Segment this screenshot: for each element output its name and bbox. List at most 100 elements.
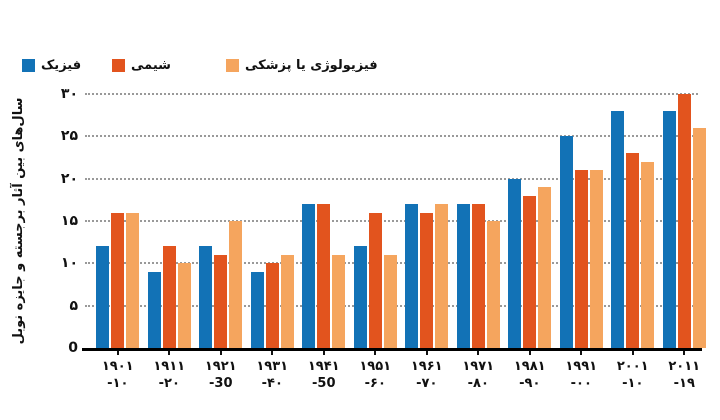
bar — [265, 263, 279, 348]
legend-item: شیمی — [112, 57, 171, 73]
y-tick-label: ۲۰ — [60, 171, 78, 187]
bar — [641, 162, 655, 348]
y-tick-label: ۲۵ — [60, 128, 78, 144]
x-tick-label: ۱۹۲۱ -30 — [195, 351, 247, 393]
x-tick-label-year: ۱۹۱۱ — [153, 359, 186, 374]
bar — [589, 170, 603, 348]
bar — [435, 204, 449, 348]
bar — [302, 204, 316, 348]
x-tick-label-decade: -۷۰ — [416, 376, 438, 391]
bar — [317, 204, 331, 348]
x-tick-label-decade: -۱۰ — [107, 376, 129, 391]
gridline — [85, 93, 698, 95]
legend-swatch-3 — [226, 58, 239, 72]
x-tick-label: ۱۹۶۱ -۷۰ — [401, 351, 453, 393]
x-tick-mark — [425, 351, 428, 355]
legend-swatch-1 — [22, 58, 35, 72]
bar-group — [659, 94, 711, 348]
bar — [538, 187, 552, 348]
y-tick-label: ۱۰ — [60, 255, 78, 271]
bar-group — [92, 94, 144, 348]
x-tick-label-year: ۱۹۸۱ — [513, 359, 546, 374]
x-tick-label: ۱۹۷۱ -۸۰ — [453, 351, 505, 393]
bar — [353, 246, 367, 348]
bar — [692, 128, 706, 348]
x-tick-mark — [631, 351, 634, 355]
x-tick-label: ۲۰۱۱ -۱۹ — [659, 351, 711, 393]
x-tick-label-decade: -50 — [312, 376, 336, 391]
x-tick-label: ۱۹۹۱ -۰۰ — [556, 351, 608, 393]
bar-group — [607, 94, 659, 348]
bar-group — [453, 94, 505, 348]
bar-group — [298, 94, 350, 348]
x-tick-mark — [374, 351, 377, 355]
bar-group — [247, 94, 299, 348]
plot-area — [82, 93, 706, 351]
legend-label: فیزیک — [41, 57, 82, 73]
bar — [611, 111, 625, 348]
y-tick-label: ۱۵ — [60, 213, 78, 229]
legend-swatch-2 — [112, 58, 125, 72]
x-axis-tick-labels: ۱۹۰۱ -۱۰ ۱۹۱۱ -۲۰ ۱۹۲۱ -30 ۱۹۳۱ -۴۰ ۱۹۴۱ -50 ۱۹۵۱ -… — [92, 351, 710, 393]
x-tick-label: ۱۹۱۱ -۲۰ — [144, 351, 196, 393]
x-tick-mark — [683, 351, 686, 355]
bar — [574, 170, 588, 348]
bar — [199, 246, 213, 348]
bar-group — [350, 94, 402, 348]
x-tick-label-year: ۱۹۷۱ — [462, 359, 495, 374]
x-tick-label-year: ۱۹۵۱ — [359, 359, 392, 374]
bar — [626, 153, 640, 348]
bar — [383, 255, 397, 348]
x-tick-label-decade: -۰۰ — [570, 376, 592, 391]
x-tick-label: ۱۹۰۱ -۱۰ — [92, 351, 144, 393]
bar — [559, 136, 573, 348]
x-tick-label-year: ۱۹۹۱ — [565, 359, 598, 374]
x-tick-label-decade: -۱۹ — [673, 376, 695, 391]
bar — [147, 272, 161, 348]
x-tick-label-decade: -۸۰ — [467, 376, 489, 391]
x-tick-label: ۱۹۸۱ -۹۰ — [504, 351, 556, 393]
bar — [280, 255, 294, 348]
gridline — [85, 178, 698, 180]
x-tick-label-year: ۱۹۳۱ — [256, 359, 289, 374]
x-tick-label-decade: -30 — [209, 376, 233, 391]
x-axis-line — [82, 348, 702, 351]
bar-group — [504, 94, 556, 348]
x-tick-label-decade: -۱۰ — [622, 376, 644, 391]
bar — [162, 246, 176, 348]
bar — [405, 204, 419, 348]
bar — [420, 213, 434, 348]
y-tick-label: ۳۰ — [60, 86, 78, 102]
legend-item: فیزیولوژی یا پزشکی — [226, 57, 378, 73]
x-tick-label: ۱۹۳۱ -۴۰ — [247, 351, 299, 393]
x-tick-label-year: ۱۹۶۱ — [410, 359, 443, 374]
y-axis-title: سال‌های بین آثار برجسته و جایزه نوبل — [11, 97, 26, 345]
y-tick-label: ۵ — [69, 298, 78, 314]
x-tick-mark — [271, 351, 274, 355]
x-tick-mark — [580, 351, 583, 355]
legend-label: شیمی — [131, 57, 171, 73]
x-tick-mark — [477, 351, 480, 355]
x-tick-label-decade: -۴۰ — [261, 376, 283, 391]
bar — [486, 221, 500, 348]
x-tick-mark — [322, 351, 325, 355]
bar — [368, 213, 382, 348]
bar — [332, 255, 346, 348]
bar — [523, 196, 537, 348]
bar-group — [195, 94, 247, 348]
x-tick-mark — [219, 351, 222, 355]
x-tick-mark — [116, 351, 119, 355]
bar — [229, 221, 243, 348]
bar-group — [556, 94, 608, 348]
bar — [96, 246, 110, 348]
x-tick-label-decade: -۶۰ — [364, 376, 386, 391]
bar — [214, 255, 228, 348]
x-tick-label: ۲۰۰۱ -۱۰ — [607, 351, 659, 393]
x-tick-label-year: ۲۰۰۱ — [616, 359, 649, 374]
x-tick-label-year: ۲۰۱۱ — [668, 359, 701, 374]
bar-group — [144, 94, 196, 348]
bar — [662, 111, 676, 348]
x-tick-label: ۱۹۴۱ -50 — [298, 351, 350, 393]
bar-group — [401, 94, 453, 348]
